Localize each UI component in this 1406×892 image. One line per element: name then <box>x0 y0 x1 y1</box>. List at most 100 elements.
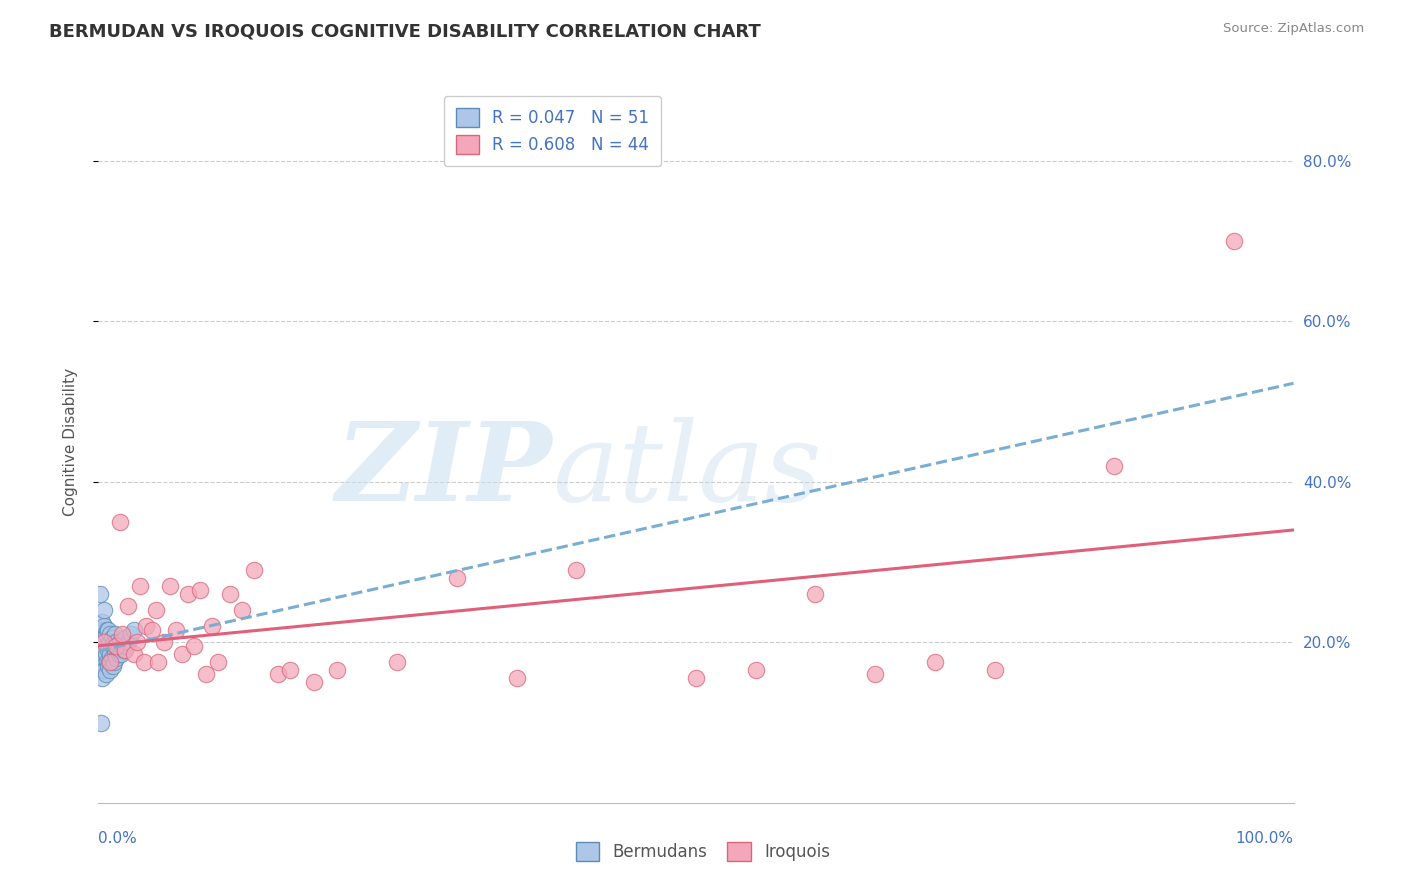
Point <box>120 627 142 641</box>
Point <box>685 671 707 685</box>
Point <box>90 627 112 641</box>
Point <box>103 635 125 649</box>
Point <box>100 651 122 665</box>
Point <box>124 623 146 637</box>
Point <box>207 655 229 669</box>
Point <box>243 563 266 577</box>
Point <box>195 667 218 681</box>
Point <box>219 587 242 601</box>
Point <box>326 664 349 678</box>
Point <box>98 655 122 669</box>
Point <box>446 571 468 585</box>
Point <box>115 639 138 653</box>
Point <box>124 648 146 662</box>
Point <box>103 655 125 669</box>
Text: atlas: atlas <box>553 417 823 524</box>
Point <box>97 643 120 657</box>
Point <box>93 603 115 617</box>
Point <box>148 655 170 669</box>
Legend: Bermudans, Iroquois: Bermudans, Iroquois <box>569 835 837 868</box>
Point <box>104 627 127 641</box>
Point <box>98 655 121 669</box>
Point <box>105 651 128 665</box>
Point <box>101 639 124 653</box>
Point <box>91 659 114 673</box>
Point <box>97 659 120 673</box>
Point <box>117 635 139 649</box>
Point <box>90 655 112 669</box>
Point <box>94 627 117 641</box>
Point <box>89 587 111 601</box>
Point <box>111 627 134 641</box>
Text: ZIP: ZIP <box>336 417 553 524</box>
Point <box>183 639 205 653</box>
Text: BERMUDAN VS IROQUOIS COGNITIVE DISABILITY CORRELATION CHART: BERMUDAN VS IROQUOIS COGNITIVE DISABILIT… <box>49 22 761 40</box>
Point <box>94 648 117 662</box>
Point <box>231 603 253 617</box>
Point <box>141 623 163 637</box>
Point <box>117 599 139 614</box>
Point <box>172 648 194 662</box>
Y-axis label: Cognitive Disability: Cognitive Disability <box>63 368 77 516</box>
Point <box>565 563 588 577</box>
Point <box>96 639 118 653</box>
Point <box>114 643 136 657</box>
Point <box>159 579 181 593</box>
Point <box>153 635 176 649</box>
Point <box>91 635 114 649</box>
Legend: R = 0.047   N = 51, R = 0.608   N = 44: R = 0.047 N = 51, R = 0.608 N = 44 <box>444 95 661 166</box>
Point <box>1104 458 1126 473</box>
Point <box>101 659 124 673</box>
Point <box>97 623 120 637</box>
Point <box>177 587 200 601</box>
Point <box>865 667 887 681</box>
Point <box>201 619 224 633</box>
Point <box>105 635 128 649</box>
Point <box>98 635 121 649</box>
Text: 0.0%: 0.0% <box>98 830 138 846</box>
Point <box>145 603 167 617</box>
Point <box>91 639 114 653</box>
Point <box>165 623 187 637</box>
Point <box>278 664 301 678</box>
Point <box>96 623 118 637</box>
Point <box>108 635 131 649</box>
Point <box>98 627 122 641</box>
Point <box>90 715 112 730</box>
Point <box>132 655 155 669</box>
Point <box>745 664 768 678</box>
Point <box>93 635 115 649</box>
Point <box>112 643 135 657</box>
Point <box>984 664 1007 678</box>
Point <box>110 648 132 662</box>
Point <box>105 639 128 653</box>
Point <box>93 664 115 678</box>
Point <box>506 671 529 685</box>
Point <box>302 675 325 690</box>
Point <box>94 667 117 681</box>
Point <box>267 667 290 681</box>
Point <box>924 655 946 669</box>
Point <box>125 635 148 649</box>
Point <box>107 643 129 657</box>
Point <box>98 664 122 678</box>
Point <box>100 632 122 646</box>
Point <box>93 632 115 646</box>
Point <box>91 671 114 685</box>
Text: 100.0%: 100.0% <box>1236 830 1294 846</box>
Point <box>104 648 127 662</box>
Point <box>114 632 136 646</box>
Point <box>804 587 827 601</box>
Point <box>108 515 131 529</box>
Text: Source: ZipAtlas.com: Source: ZipAtlas.com <box>1223 22 1364 36</box>
Point <box>385 655 409 669</box>
Point <box>93 643 115 657</box>
Point <box>188 583 211 598</box>
Point <box>111 639 134 653</box>
Point <box>129 579 152 593</box>
Point <box>91 615 114 630</box>
Point <box>93 619 115 633</box>
Point <box>135 619 157 633</box>
Point <box>1223 234 1246 248</box>
Point <box>107 648 129 662</box>
